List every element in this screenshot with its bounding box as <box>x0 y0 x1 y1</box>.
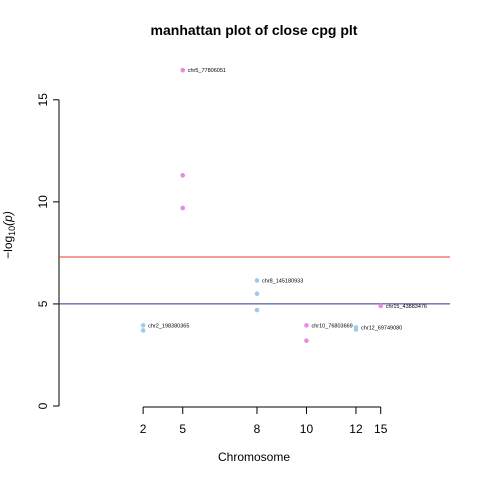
chart-title: manhattan plot of close cpg plt <box>151 22 358 38</box>
x-axis-label: Chromosome <box>218 450 290 464</box>
data-point <box>180 67 186 73</box>
data-point <box>304 323 309 328</box>
x-tick-label: 2 <box>140 422 147 436</box>
point-annotation: chr5_77806051 <box>188 68 226 74</box>
y-axis-label-subscript: 10 <box>7 226 17 236</box>
data-point <box>254 291 260 297</box>
data-point <box>378 303 384 309</box>
point-annotation: chr10_76803669 <box>311 323 352 329</box>
threshold-lines <box>59 256 450 305</box>
y-axis-label-prefix: −log <box>1 236 15 259</box>
y-tick-label: 0 <box>36 402 50 409</box>
x-axis: 2 5 8 10 12 15 <box>140 406 388 436</box>
data-point <box>180 205 186 211</box>
y-axis-label: −log10(p) <box>1 211 17 259</box>
data-point <box>140 323 146 328</box>
y-tick-label: 5 <box>36 300 50 307</box>
y-tick-label: 10 <box>36 195 50 209</box>
data-point <box>180 173 186 178</box>
point-annotation: chr2_198380365 <box>148 323 189 329</box>
point-annotation: chr15_43883476 <box>386 304 427 310</box>
point-annotations: chr2_198380365 chr5_77806051 chr8_14518093… <box>148 68 427 331</box>
data-point <box>254 307 260 313</box>
x-tick-label: 10 <box>300 422 314 436</box>
x-tick-label: 5 <box>179 422 186 436</box>
x-tick-label: 12 <box>349 422 363 436</box>
y-axis-label-suffix: (p) <box>1 211 15 226</box>
x-tick-label: 8 <box>254 422 261 436</box>
x-tick-label: 15 <box>374 422 388 436</box>
data-point <box>304 338 309 343</box>
point-annotation: chr8_145180933 <box>262 278 303 284</box>
data-point <box>353 327 359 332</box>
data-points <box>140 67 384 343</box>
y-axis: 0 5 10 15 <box>36 93 60 409</box>
point-annotation: chr12_69749080 <box>361 325 402 331</box>
data-point <box>254 278 260 283</box>
data-point <box>140 328 146 333</box>
y-tick-label: 15 <box>36 93 50 107</box>
